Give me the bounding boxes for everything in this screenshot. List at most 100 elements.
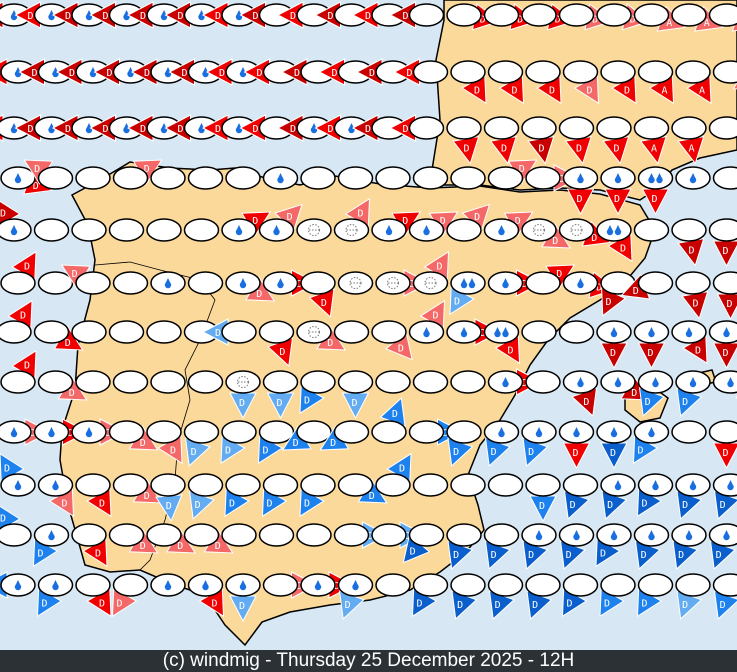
weather-station[interactable] xyxy=(150,370,186,394)
weather-station[interactable] xyxy=(375,166,411,190)
weather-station[interactable]: D xyxy=(351,1,407,29)
weather-station[interactable]: D xyxy=(558,420,595,470)
weather-station[interactable]: D xyxy=(164,1,220,29)
weather-station[interactable]: D xyxy=(671,218,707,267)
weather-station[interactable]: D xyxy=(600,60,637,105)
weather-station[interactable]: A xyxy=(633,116,670,165)
weather-station[interactable] xyxy=(112,271,149,295)
weather-station[interactable]: D xyxy=(0,453,36,497)
weather-station[interactable]: D xyxy=(0,299,33,344)
weather-station[interactable]: D xyxy=(300,271,336,318)
weather-station[interactable] xyxy=(525,370,561,394)
weather-station[interactable]: D xyxy=(164,114,220,142)
weather-station[interactable]: D xyxy=(257,420,295,465)
weather-station[interactable]: D xyxy=(595,523,632,568)
weather-station[interactable] xyxy=(150,166,186,190)
weather-station[interactable] xyxy=(712,166,737,190)
weather-station[interactable]: D xyxy=(299,370,336,415)
weather-station[interactable] xyxy=(412,370,449,394)
weather-station[interactable]: D xyxy=(314,1,370,29)
weather-station[interactable]: D xyxy=(75,573,112,618)
weather-station[interactable]: D xyxy=(487,573,524,620)
weather-station[interactable]: D xyxy=(558,523,595,570)
weather-station[interactable]: D xyxy=(183,420,220,467)
weather-station[interactable]: D xyxy=(600,166,636,216)
weather-station[interactable]: D xyxy=(130,58,186,86)
weather-station[interactable]: D xyxy=(599,573,636,618)
weather-station[interactable]: D xyxy=(71,418,127,446)
weather-station[interactable]: D xyxy=(32,523,70,568)
weather-station[interactable] xyxy=(150,271,186,295)
weather-station[interactable] xyxy=(337,166,374,190)
weather-station[interactable]: D xyxy=(521,420,557,467)
weather-station[interactable]: D xyxy=(262,269,318,297)
weather-station[interactable]: D xyxy=(561,573,599,618)
weather-station[interactable]: D xyxy=(239,114,295,142)
weather-station[interactable] xyxy=(450,166,486,190)
weather-station[interactable]: D xyxy=(14,114,70,142)
weather-station[interactable]: D xyxy=(201,114,257,142)
weather-station[interactable]: D xyxy=(596,420,632,470)
weather-station[interactable]: D xyxy=(71,523,108,568)
weather-station[interactable]: D xyxy=(205,58,261,86)
weather-station[interactable]: D xyxy=(675,573,711,620)
weather-station[interactable]: D xyxy=(187,573,225,618)
weather-station[interactable]: D xyxy=(636,473,674,518)
weather-station[interactable]: D xyxy=(281,420,332,451)
weather-station[interactable] xyxy=(333,320,370,344)
weather-station[interactable] xyxy=(187,166,224,190)
weather-station[interactable]: D xyxy=(0,349,37,394)
weather-station[interactable]: D xyxy=(23,159,74,190)
weather-station[interactable]: D xyxy=(637,166,674,216)
weather-station[interactable] xyxy=(300,166,336,190)
weather-station[interactable]: D xyxy=(51,114,107,142)
weather-station[interactable]: D xyxy=(633,320,670,370)
weather-station[interactable]: D xyxy=(525,473,561,523)
weather-station[interactable]: D xyxy=(450,60,487,105)
weather-station[interactable]: D xyxy=(708,320,737,370)
weather-station[interactable]: D xyxy=(712,573,737,620)
weather-station[interactable]: A xyxy=(671,3,724,32)
weather-station[interactable] xyxy=(296,523,332,547)
weather-station[interactable]: D xyxy=(220,420,257,465)
weather-station[interactable]: A xyxy=(671,116,707,165)
weather-station[interactable]: D xyxy=(708,523,737,570)
weather-station[interactable]: A xyxy=(637,60,675,105)
weather-station[interactable] xyxy=(225,166,261,190)
weather-station[interactable]: D xyxy=(126,1,182,29)
weather-station[interactable]: D xyxy=(450,573,486,620)
weather-station[interactable]: D xyxy=(371,320,413,361)
weather-station[interactable]: D xyxy=(112,159,163,190)
weather-station[interactable]: D xyxy=(0,199,32,242)
weather-station[interactable]: D xyxy=(89,1,145,29)
weather-station[interactable] xyxy=(633,218,670,242)
weather-station[interactable]: D xyxy=(280,58,336,86)
weather-station[interactable]: D xyxy=(525,573,561,620)
weather-station[interactable]: D xyxy=(708,420,737,470)
weather-station[interactable] xyxy=(412,473,449,497)
weather-station[interactable]: D xyxy=(0,250,37,295)
weather-station[interactable] xyxy=(296,218,332,242)
weather-station[interactable]: A xyxy=(675,60,712,105)
weather-station[interactable]: D xyxy=(261,473,299,518)
weather-station[interactable]: D xyxy=(225,370,261,420)
weather-station[interactable]: D xyxy=(239,1,295,29)
weather-station[interactable]: A xyxy=(708,115,737,141)
weather-station[interactable]: D xyxy=(408,299,446,344)
weather-station[interactable]: D xyxy=(276,114,332,142)
weather-station[interactable] xyxy=(108,320,145,344)
weather-station[interactable]: D xyxy=(562,473,599,520)
weather-station[interactable]: D xyxy=(0,571,36,599)
weather-station[interactable] xyxy=(187,271,224,295)
weather-station[interactable]: D xyxy=(75,473,112,518)
weather-station[interactable] xyxy=(150,573,186,597)
weather-station[interactable]: D xyxy=(562,60,600,105)
weather-station[interactable] xyxy=(112,370,149,394)
weather-station[interactable]: D xyxy=(319,420,370,451)
weather-station[interactable]: D xyxy=(483,211,534,242)
weather-station[interactable]: D xyxy=(60,264,111,295)
weather-station[interactable]: D xyxy=(487,60,525,105)
weather-station[interactable]: D xyxy=(600,473,636,520)
weather-station[interactable]: D xyxy=(446,116,482,165)
weather-station[interactable]: D xyxy=(33,320,84,351)
